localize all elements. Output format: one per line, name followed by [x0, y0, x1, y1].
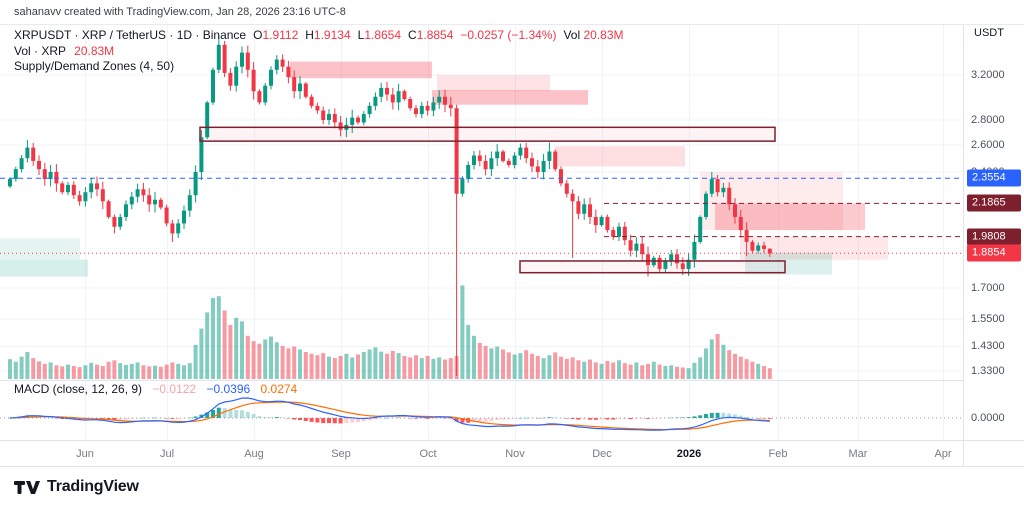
price-level-lines[interactable]	[0, 177, 963, 254]
open-value: 1.9112	[262, 28, 299, 42]
price-badge: 1.9808	[967, 228, 1021, 246]
low-label: L	[357, 28, 365, 42]
chart-region: XRPUSDT · XRP / TetherUS · 1D · Binance O…	[0, 25, 1024, 466]
macd-legend-row[interactable]: MACD (close, 12, 26, 9) −0.0122 −0.0396 …	[14, 382, 297, 396]
open-label: O	[253, 28, 263, 42]
high-value: 1.9134	[313, 28, 351, 42]
price-tick: 3.2000	[971, 69, 1005, 82]
price-badge: 2.1865	[967, 194, 1021, 212]
macd-indicator-title: MACD (close, 12, 26, 9)	[14, 382, 143, 396]
macd-signal-value: 0.0274	[260, 382, 298, 396]
high-label: H	[305, 28, 314, 42]
volume-indicator-title: Vol · XRP	[14, 44, 66, 58]
vol-label: Vol	[563, 28, 581, 42]
zones-indicator-title: Supply/Demand Zones (4, 50)	[14, 59, 175, 73]
price-tick: 1.3300	[971, 364, 1005, 377]
time-label: Nov	[505, 447, 525, 460]
supply-demand-zones[interactable]	[0, 61, 888, 277]
time-label: Jun	[76, 447, 94, 460]
price-badge: 2.3554	[967, 169, 1021, 187]
bottom-toolbar: TradingView	[0, 466, 1024, 507]
price-tick: 0.0000	[971, 412, 1005, 424]
volume-indicator-value: 20.83M	[74, 44, 115, 58]
tradingview-logo-icon	[14, 480, 40, 494]
time-axis[interactable]: Jun Jul Aug Sep Oct Nov Dec 2026 Feb Mar Apr	[0, 440, 1024, 466]
price-tick: 1.4300	[971, 340, 1005, 353]
price-badge: 1.8854	[967, 244, 1021, 262]
time-label: Jul	[159, 447, 175, 460]
macd-line-value: −0.0396	[206, 382, 251, 396]
time-label: Oct	[419, 447, 437, 460]
zone-borders	[199, 126, 786, 274]
attribution-text: sahanavv created with TradingView.com, J…	[0, 0, 1024, 25]
chart-canvas[interactable]	[0, 25, 963, 440]
axis-corner	[963, 441, 1024, 466]
symbol-title: XRPUSDT · XRP / TetherUS · 1D · Binance	[14, 28, 247, 42]
time-label: Aug	[244, 447, 264, 460]
low-value: 1.8654	[364, 28, 402, 42]
price-tick: 1.7000	[971, 282, 1005, 295]
price-tick: 2.8000	[971, 114, 1005, 127]
price-axis-currency: USDT	[974, 27, 1004, 39]
time-label: Dec	[592, 447, 612, 460]
tradingview-logo[interactable]: TradingView	[47, 478, 139, 495]
price-axis[interactable]: USDT 3.20002.80002.60002.40001.70001.550…	[963, 25, 1024, 440]
time-label: Feb	[768, 447, 788, 460]
time-label: Mar	[848, 447, 868, 460]
time-label: 2026	[676, 447, 702, 460]
candlestick-series	[8, 35, 772, 377]
symbol-legend-row[interactable]: XRPUSDT · XRP / TetherUS · 1D · Binance O…	[14, 28, 624, 42]
price-tick: 2.6000	[971, 138, 1005, 151]
close-value: 1.8854	[416, 28, 454, 42]
time-label: Sep	[331, 447, 351, 460]
vol-value: 20.83M	[583, 28, 624, 42]
time-label: Apr	[934, 447, 952, 460]
volume-legend-row[interactable]: Vol · XRP 20.83M	[14, 44, 114, 58]
price-tick: 1.5500	[971, 313, 1005, 326]
zones-legend-row[interactable]: Supply/Demand Zones (4, 50)	[14, 59, 174, 73]
change-value: −0.0257 (−1.34%)	[460, 28, 557, 42]
close-label: C	[408, 28, 417, 42]
macd-hist-value: −0.0122	[152, 382, 197, 396]
volume-series	[8, 285, 772, 379]
macd-pane	[0, 397, 963, 431]
